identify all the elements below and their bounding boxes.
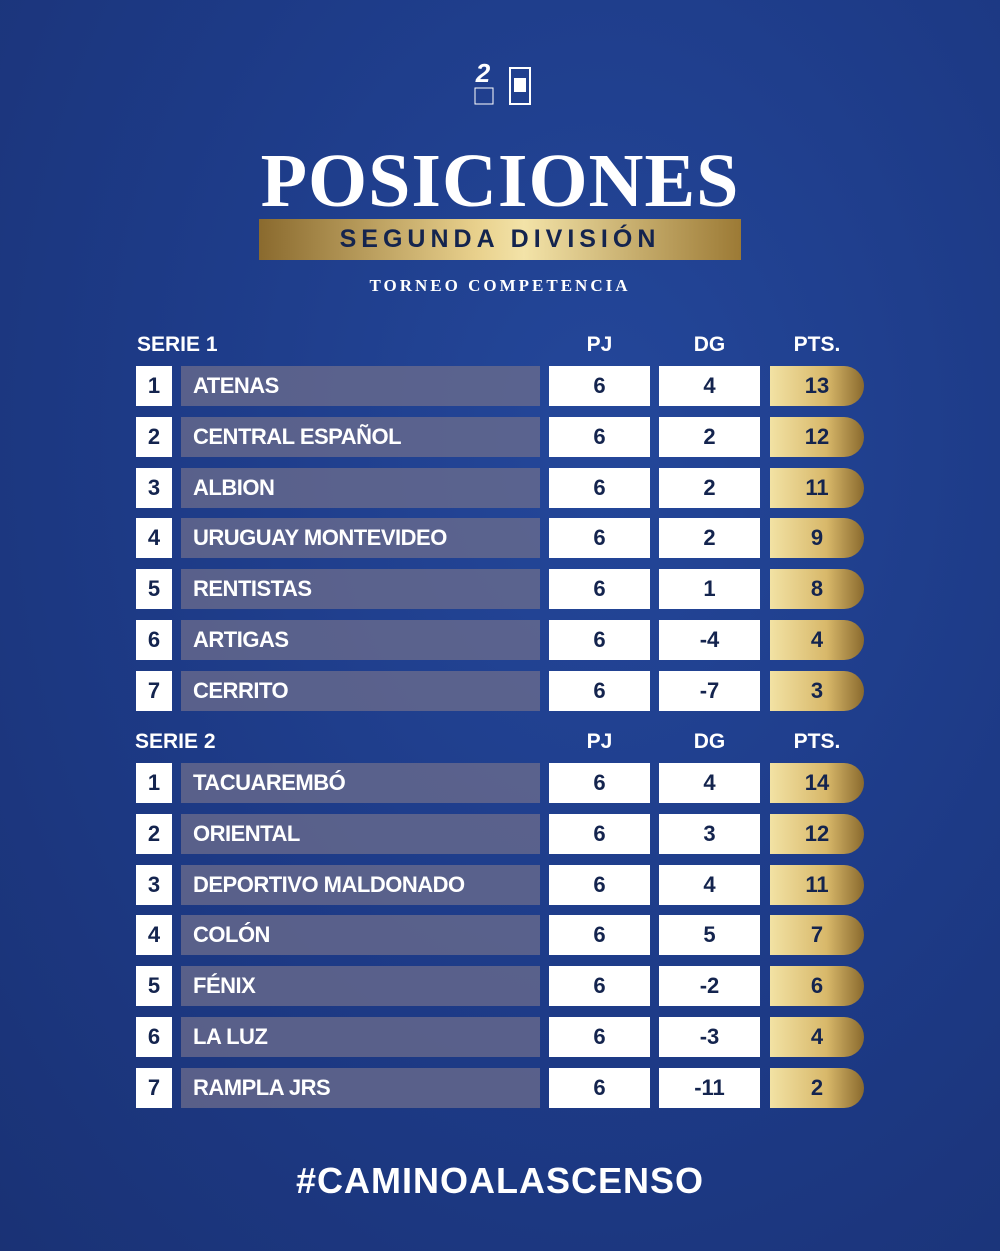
- goal-difference: -7: [659, 670, 760, 711]
- team-name: COLÓN: [181, 915, 540, 956]
- points: 13: [770, 366, 864, 406]
- points: 12: [770, 813, 864, 854]
- points: 4: [770, 1017, 864, 1057]
- team-name: URUGUAY MONTEVIDEO: [181, 518, 540, 559]
- goal-difference: -2: [659, 966, 760, 1007]
- team-name: RAMPLA JRS: [181, 1067, 540, 1108]
- points: 6: [770, 966, 864, 1007]
- played: 6: [549, 416, 650, 457]
- position: 4: [136, 518, 172, 559]
- played: 6: [549, 763, 650, 803]
- title: POSICIONES: [260, 139, 740, 223]
- points: 9: [770, 518, 864, 559]
- team-name: CENTRAL ESPAÑOL: [181, 416, 540, 457]
- subtitle-band: SEGUNDA DIVISIÓN: [259, 219, 741, 260]
- played: 6: [549, 670, 650, 711]
- played: 6: [549, 518, 650, 559]
- position: 5: [136, 569, 172, 610]
- team-name: RENTISTAS: [181, 569, 540, 610]
- points: 11: [770, 864, 864, 905]
- team-name: DEPORTIVO MALDONADO: [181, 864, 540, 905]
- points: 11: [770, 467, 864, 508]
- goal-difference: 3: [659, 813, 760, 854]
- team-name: ORIENTAL: [181, 813, 540, 854]
- goal-difference: 2: [659, 416, 760, 457]
- goal-difference: -11: [659, 1067, 760, 1108]
- goal-difference: 4: [659, 366, 760, 406]
- goal-difference: 2: [659, 518, 760, 559]
- team-name: FÉNIX: [181, 966, 540, 1007]
- team-name: ATENAS: [181, 366, 540, 406]
- goal-difference: 5: [659, 915, 760, 956]
- position: 1: [136, 763, 172, 803]
- played: 6: [549, 813, 650, 854]
- points: 8: [770, 569, 864, 610]
- series-name: SERIE 2: [135, 730, 216, 753]
- column-header: DG: [693, 730, 726, 753]
- position: 7: [136, 670, 172, 711]
- logos: 2: [474, 60, 531, 105]
- column-header: DG: [693, 333, 726, 356]
- goal-difference: 4: [659, 763, 760, 803]
- played: 6: [549, 620, 650, 660]
- team-name: ARTIGAS: [181, 620, 540, 660]
- team-name: LA LUZ: [181, 1017, 540, 1057]
- position: 2: [136, 813, 172, 854]
- points: 3: [770, 670, 864, 711]
- points: 2: [770, 1067, 864, 1108]
- team-name: TACUAREMBÓ: [181, 763, 540, 803]
- position: 6: [136, 1017, 172, 1057]
- team-name: ALBION: [181, 467, 540, 508]
- column-header: PTS.: [793, 730, 841, 753]
- points: 4: [770, 620, 864, 660]
- position: 6: [136, 620, 172, 660]
- team-name: CERRITO: [181, 670, 540, 711]
- tournament: TORNEO COMPETENCIA: [369, 276, 631, 295]
- position: 7: [136, 1067, 172, 1108]
- played: 6: [549, 1017, 650, 1057]
- subtitle: SEGUNDA DIVISIÓN: [339, 225, 661, 253]
- points: 7: [770, 915, 864, 956]
- points: 14: [770, 763, 864, 803]
- played: 6: [549, 569, 650, 610]
- played: 6: [549, 966, 650, 1007]
- played: 6: [549, 915, 650, 956]
- position: 5: [136, 966, 172, 1007]
- series-name: SERIE 1: [137, 333, 218, 356]
- played: 6: [549, 864, 650, 905]
- played: 6: [549, 366, 650, 406]
- column-header: PJ: [586, 333, 613, 356]
- position: 2: [136, 416, 172, 457]
- played: 6: [549, 467, 650, 508]
- goal-difference: 1: [659, 569, 760, 610]
- goal-difference: 4: [659, 864, 760, 905]
- hashtag: #CAMINOALASCENSO: [295, 1160, 705, 1201]
- goal-difference: -3: [659, 1017, 760, 1057]
- goal-difference: 2: [659, 467, 760, 508]
- points: 12: [770, 416, 864, 457]
- column-header: PTS.: [793, 333, 841, 356]
- svg-text:2: 2: [475, 60, 491, 88]
- position: 4: [136, 915, 172, 956]
- position: 3: [136, 864, 172, 905]
- column-header: PJ: [586, 730, 613, 753]
- goal-difference: -4: [659, 620, 760, 660]
- position: 1: [136, 366, 172, 406]
- position: 3: [136, 467, 172, 508]
- played: 6: [549, 1067, 650, 1108]
